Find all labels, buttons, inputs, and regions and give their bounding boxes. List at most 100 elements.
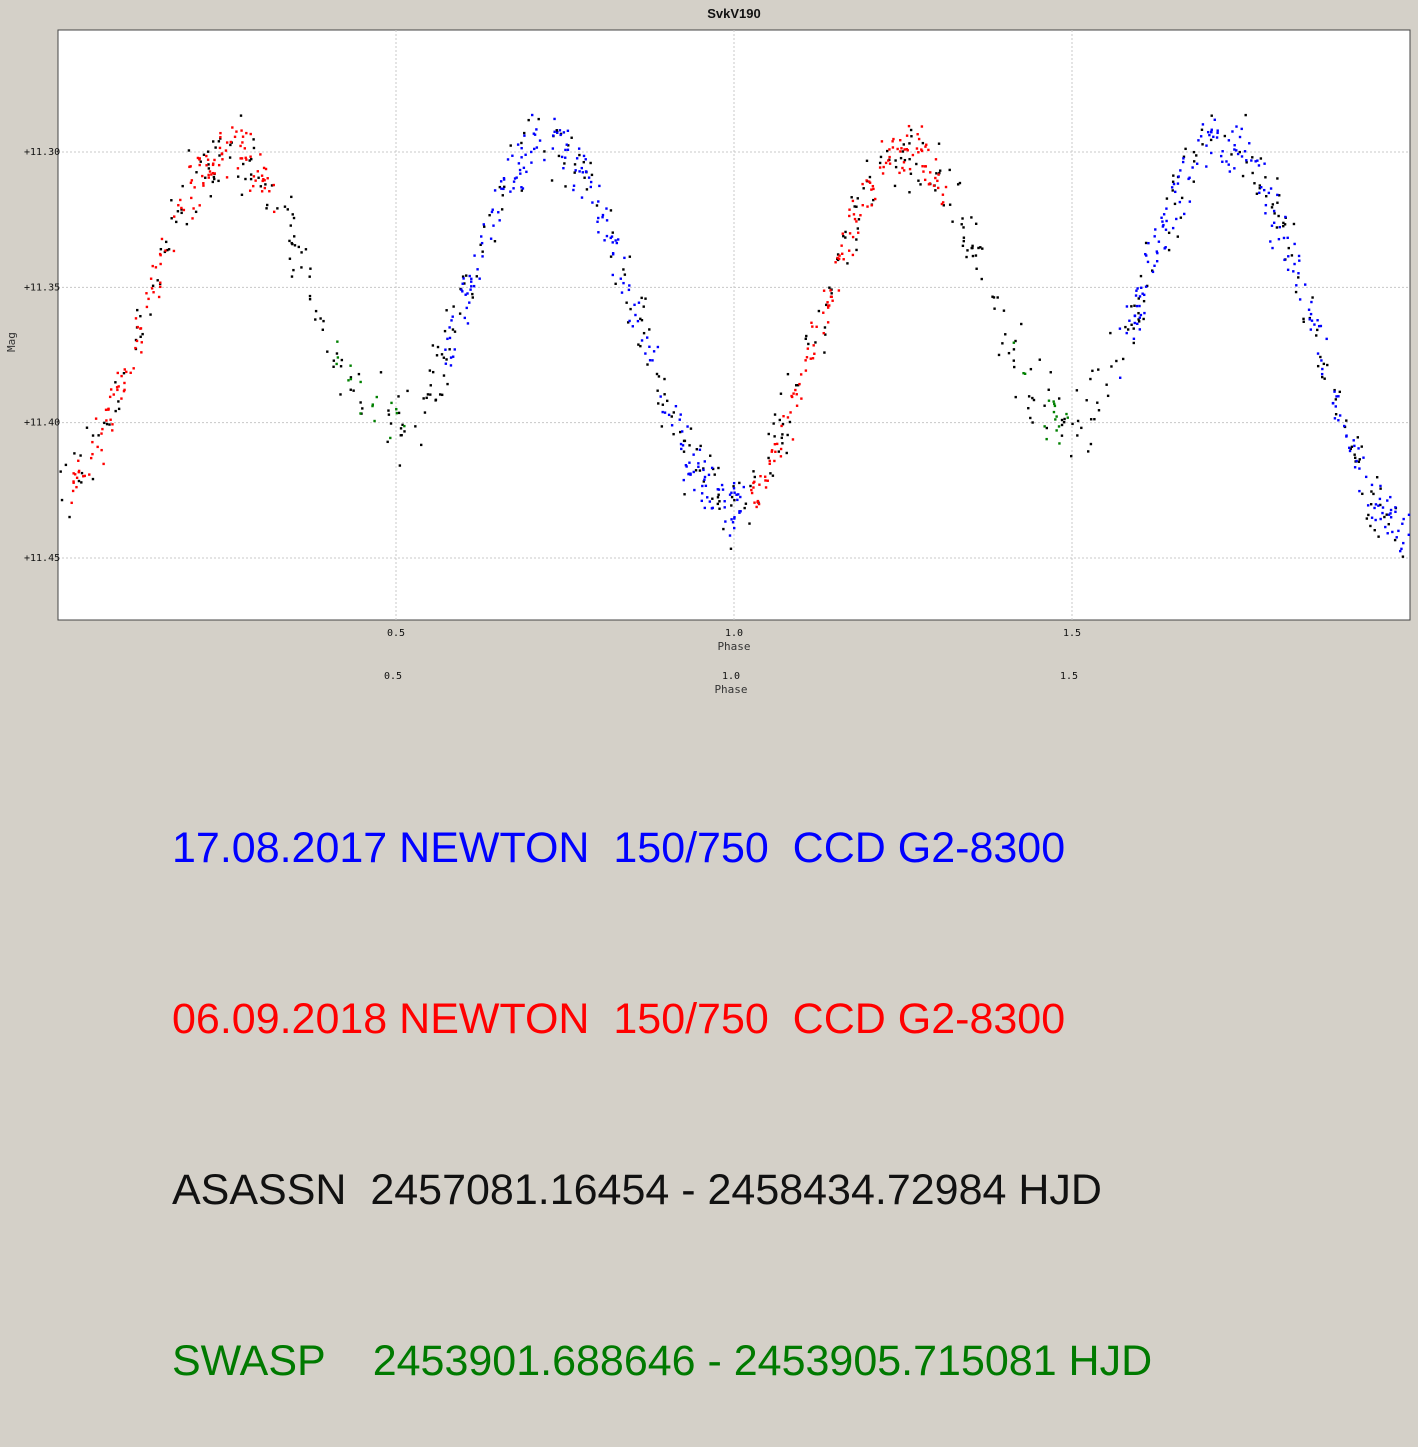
data-point: [721, 488, 725, 491]
data-point: [578, 170, 581, 173]
data-point: [530, 150, 533, 154]
data-point: [908, 191, 911, 194]
data-point: [451, 355, 455, 358]
data-point: [900, 147, 903, 150]
data-point: [187, 149, 191, 152]
data-point: [468, 274, 471, 278]
data-point: [804, 337, 807, 341]
data-point: [501, 194, 504, 197]
data-point: [1137, 318, 1140, 321]
data-point: [1245, 161, 1248, 164]
data-point: [205, 164, 208, 167]
data-point: [1121, 357, 1125, 361]
data-point: [703, 478, 706, 481]
data-point: [465, 274, 468, 277]
data-point: [1245, 159, 1248, 162]
data-point: [218, 146, 222, 150]
data-point: [1400, 547, 1403, 551]
data-point: [207, 173, 210, 177]
data-point: [453, 330, 457, 333]
data-point: [429, 393, 432, 396]
data-point: [535, 146, 539, 149]
data-point: [739, 495, 742, 499]
data-point: [60, 498, 64, 502]
data-point: [623, 256, 626, 260]
data-point: [1057, 397, 1061, 400]
data-point: [1157, 240, 1161, 243]
data-point: [1165, 197, 1169, 200]
data-point: [1282, 221, 1285, 225]
data-point: [488, 214, 491, 217]
data-point: [1308, 316, 1312, 320]
data-point: [663, 393, 666, 396]
data-point: [901, 150, 905, 153]
data-point: [502, 178, 506, 181]
data-point: [1377, 535, 1380, 538]
data-point: [116, 371, 119, 375]
data-point: [349, 364, 352, 367]
data-point: [1172, 174, 1175, 177]
data-point: [750, 491, 754, 495]
data-point: [244, 156, 247, 160]
data-point: [804, 369, 808, 372]
data-point: [470, 285, 473, 288]
data-point: [198, 204, 201, 207]
data-point: [1147, 241, 1150, 245]
data-point: [1277, 237, 1281, 241]
data-point: [1031, 396, 1034, 400]
data-point: [140, 351, 143, 354]
data-point: [1271, 246, 1274, 250]
data-point: [440, 393, 444, 397]
data-point: [503, 185, 506, 189]
data-point: [82, 475, 85, 478]
data-point: [80, 471, 84, 475]
data-point: [800, 397, 803, 400]
data-point: [934, 158, 938, 161]
data-point: [111, 423, 114, 426]
data-point: [1370, 483, 1374, 487]
data-point: [826, 306, 830, 309]
data-point: [261, 179, 264, 183]
data-point: [1076, 434, 1079, 437]
data-point: [1179, 169, 1182, 172]
data-point: [892, 137, 895, 141]
data-point: [711, 497, 714, 500]
data-point: [349, 377, 353, 381]
data-point: [497, 211, 500, 214]
data-point: [796, 384, 800, 387]
data-point: [1071, 422, 1074, 426]
data-point: [584, 158, 587, 161]
data-point: [842, 234, 845, 238]
data-point: [1240, 127, 1243, 131]
data-point: [115, 386, 119, 389]
data-point: [1315, 334, 1318, 337]
data-point: [842, 258, 845, 261]
data-point: [657, 402, 660, 405]
data-point: [154, 266, 158, 269]
data-point: [1386, 532, 1389, 535]
data-point: [371, 403, 375, 406]
data-point: [120, 374, 123, 378]
data-point: [1389, 508, 1393, 512]
data-point: [214, 146, 217, 149]
data-point: [1277, 214, 1280, 218]
data-point: [631, 325, 634, 328]
data-point: [1358, 489, 1361, 493]
data-point: [1115, 359, 1118, 363]
data-point: [64, 463, 68, 467]
data-point: [971, 254, 975, 258]
data-point: [589, 161, 592, 165]
data-point: [308, 298, 312, 301]
data-point: [1170, 186, 1174, 189]
data-point: [813, 352, 816, 355]
data-point: [907, 124, 911, 128]
data-point: [339, 393, 342, 396]
data-point: [349, 376, 353, 379]
data-point: [460, 288, 463, 291]
tick-labels: 0.5 1.0 1.5 0.5 1.0 1.5 +11.30 +11.35 +11.40 +11.…: [24, 147, 1081, 682]
data-point: [1231, 130, 1234, 133]
data-point: [73, 452, 76, 455]
data-point: [894, 165, 898, 169]
data-point: [836, 256, 839, 260]
data-point: [1089, 442, 1093, 446]
